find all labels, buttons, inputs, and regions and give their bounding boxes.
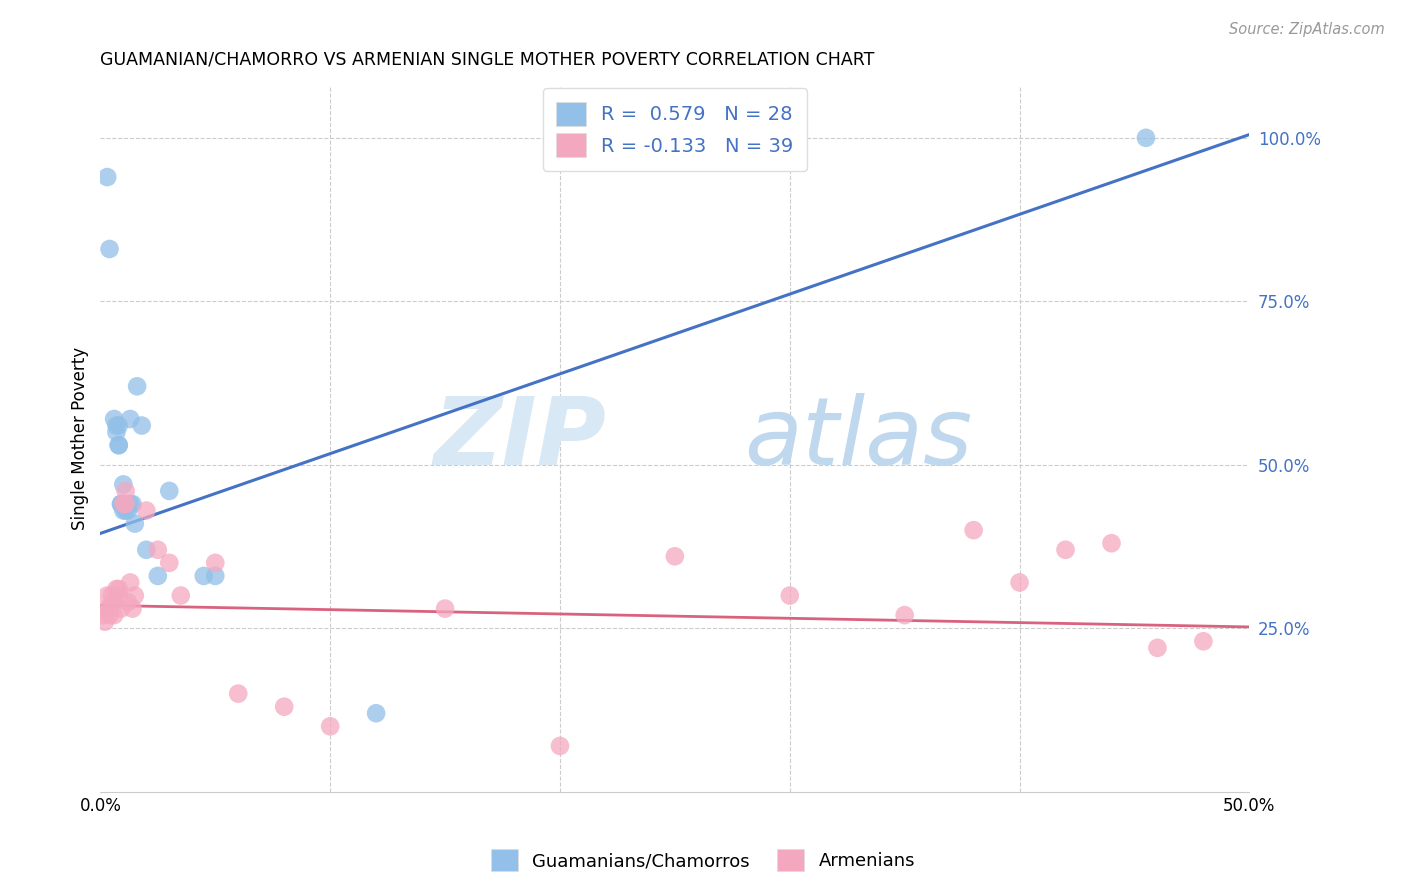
Point (94, 615, 117, 629)
Point (1146, 640, 1168, 655)
Point (1054, 542, 1077, 557)
Point (110, 601, 132, 615)
Point (664, 549, 686, 564)
Point (120, 497, 142, 511)
Point (273, 699, 295, 714)
Point (127, 379, 149, 393)
Point (107, 582, 129, 596)
Y-axis label: Single Mother Poverty: Single Mother Poverty (72, 347, 89, 530)
Point (91, 608, 114, 623)
Point (1008, 575, 1031, 590)
Point (146, 542, 169, 557)
Point (146, 569, 169, 583)
Point (112, 497, 135, 511)
Legend: Guamanians/Chamorros, Armenians: Guamanians/Chamorros, Armenians (484, 842, 922, 879)
Point (107, 438, 129, 452)
Point (107, 418, 129, 433)
Point (120, 412, 142, 426)
Point (131, 418, 153, 433)
Point (157, 483, 180, 498)
Point (114, 483, 136, 498)
Point (124, 589, 146, 603)
Point (114, 503, 136, 517)
Point (170, 589, 193, 603)
Point (434, 601, 457, 615)
Point (96, 589, 118, 603)
Point (105, 582, 128, 596)
Point (121, 601, 143, 615)
Point (107, 438, 129, 452)
Point (117, 595, 139, 609)
Point (204, 556, 226, 570)
Point (366, 706, 388, 721)
Point (135, 503, 157, 517)
Point (1192, 634, 1215, 648)
Point (893, 608, 915, 623)
Point (319, 719, 342, 733)
Point (112, 503, 135, 517)
Point (135, 542, 157, 557)
Point (98, 601, 121, 615)
Point (120, 575, 142, 590)
Point (96, 601, 118, 615)
Point (157, 556, 180, 570)
Point (193, 569, 215, 583)
Point (962, 523, 984, 537)
Point (226, 687, 249, 701)
Point (117, 503, 139, 517)
Point (110, 497, 132, 511)
Text: GUAMANIAN/CHAMORRO VS ARMENIAN SINGLE MOTHER POVERTY CORRELATION CHART: GUAMANIAN/CHAMORRO VS ARMENIAN SINGLE MO… (100, 51, 875, 69)
Point (105, 418, 128, 433)
Point (1135, 131, 1157, 145)
Text: atlas: atlas (744, 393, 972, 484)
Point (105, 425, 128, 439)
Point (548, 739, 571, 753)
Point (779, 589, 801, 603)
Point (98, 608, 121, 623)
Point (1101, 536, 1123, 550)
Point (114, 497, 136, 511)
Point (112, 477, 135, 491)
Point (114, 497, 136, 511)
Point (103, 595, 125, 609)
Point (101, 589, 124, 603)
Point (103, 608, 125, 623)
Point (124, 516, 146, 531)
Point (98, 242, 121, 256)
Point (103, 412, 125, 426)
Legend: R =  0.579   N = 28, R = -0.133   N = 39: R = 0.579 N = 28, R = -0.133 N = 39 (543, 88, 807, 170)
Point (121, 497, 143, 511)
Text: Source: ZipAtlas.com: Source: ZipAtlas.com (1229, 22, 1385, 37)
Point (110, 497, 132, 511)
Text: ZIP: ZIP (433, 392, 606, 484)
Point (204, 569, 226, 583)
Point (96, 169, 118, 184)
Point (107, 589, 129, 603)
